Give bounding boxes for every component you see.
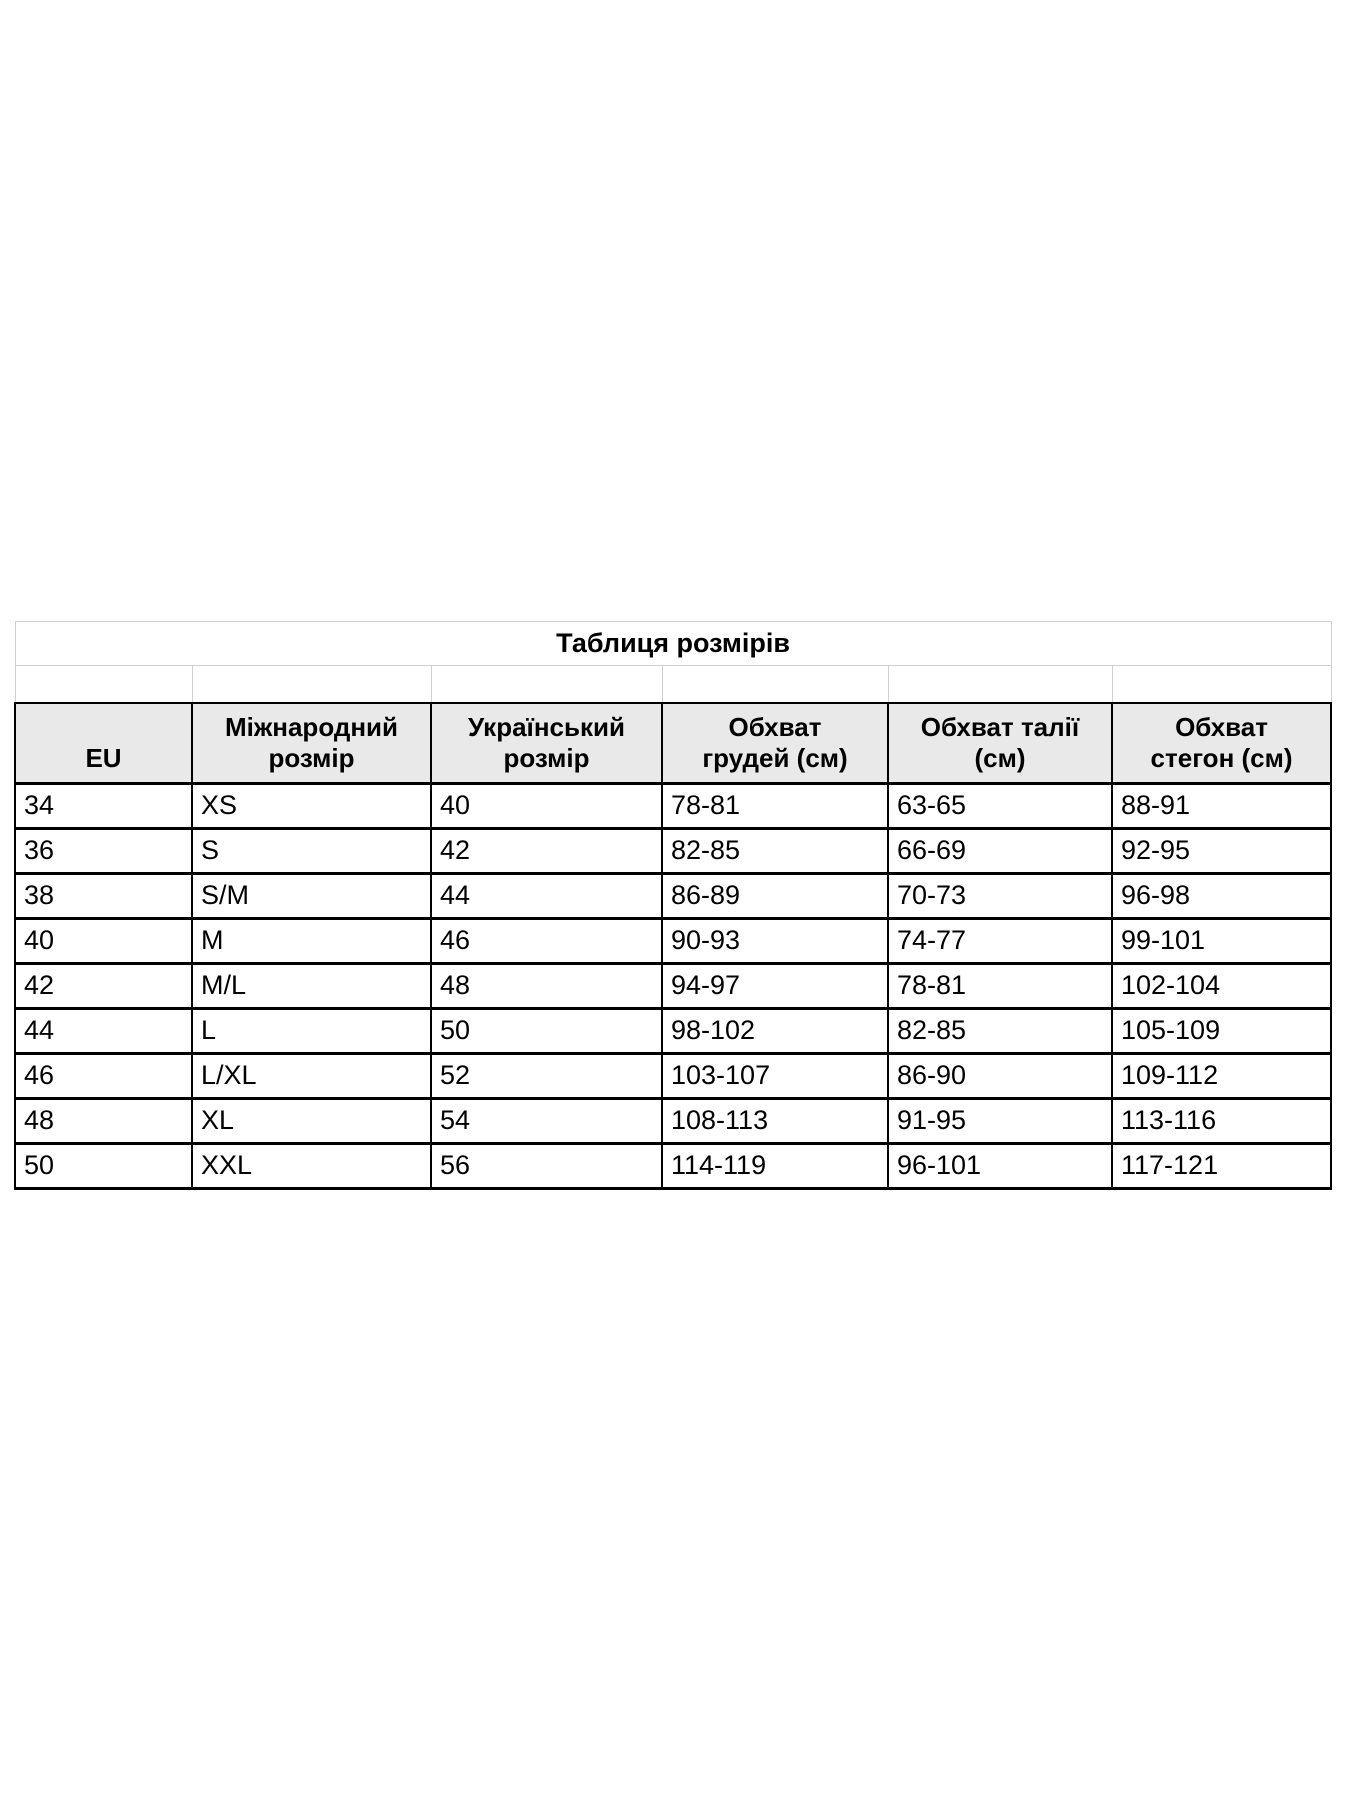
size-chart-table: Таблиця розмірів EU Міжнародний розмір У… xyxy=(14,621,1333,1191)
cell-waist: 70-73 xyxy=(887,872,1113,921)
cell-hips: 109-112 xyxy=(1110,1052,1333,1101)
cell-ukrainian-size: 52 xyxy=(430,1052,663,1101)
spacer-cell xyxy=(430,665,663,704)
cell-hips: 92-95 xyxy=(1110,827,1333,876)
table-row: 40 M 46 90-93 74-77 99-101 xyxy=(14,917,1333,966)
cell-chest: 86-89 xyxy=(661,872,889,921)
table-row: 50 XXL 56 114-119 96-101 117-121 xyxy=(14,1142,1333,1191)
cell-chest: 82-85 xyxy=(661,827,889,876)
cell-hips: 88-91 xyxy=(1110,782,1333,831)
cell-waist: 82-85 xyxy=(887,1007,1113,1056)
cell-chest: 103-107 xyxy=(661,1052,889,1101)
cell-eu: 48 xyxy=(14,1097,193,1146)
cell-international-size: XXL xyxy=(191,1142,432,1191)
cell-ukrainian-size: 44 xyxy=(430,872,663,921)
cell-eu: 50 xyxy=(14,1142,193,1191)
table-row: 48 XL 54 108-113 91-95 113-116 xyxy=(14,1097,1333,1146)
cell-international-size: L/XL xyxy=(191,1052,432,1101)
cell-hips: 99-101 xyxy=(1110,917,1333,966)
spacer-cell xyxy=(887,665,1113,704)
cell-waist: 78-81 xyxy=(887,962,1113,1011)
cell-eu: 34 xyxy=(14,782,193,831)
cell-hips: 105-109 xyxy=(1110,1007,1333,1056)
cell-hips: 117-121 xyxy=(1110,1142,1333,1191)
cell-eu: 46 xyxy=(14,1052,193,1101)
table-row: 46 L/XL 52 103-107 86-90 109-112 xyxy=(14,1052,1333,1101)
cell-hips: 96-98 xyxy=(1110,872,1333,921)
cell-hips: 102-104 xyxy=(1110,962,1333,1011)
table-row: 42 M/L 48 94-97 78-81 102-104 xyxy=(14,962,1333,1011)
cell-ukrainian-size: 54 xyxy=(430,1097,663,1146)
cell-eu: 40 xyxy=(14,917,193,966)
cell-waist: 86-90 xyxy=(887,1052,1113,1101)
cell-chest: 94-97 xyxy=(661,962,889,1011)
cell-chest: 90-93 xyxy=(661,917,889,966)
spacer-row xyxy=(14,665,1332,704)
cell-eu: 38 xyxy=(14,872,193,921)
cell-waist: 74-77 xyxy=(887,917,1113,966)
column-header-hips: Обхват стегон (см) xyxy=(1110,702,1333,786)
cell-eu: 44 xyxy=(14,1007,193,1056)
table-row: 34 XS 40 78-81 63-65 88-91 xyxy=(14,782,1333,831)
spacer-cell xyxy=(14,665,193,704)
cell-international-size: L xyxy=(191,1007,432,1056)
cell-ukrainian-size: 56 xyxy=(430,1142,663,1191)
table-title: Таблиця розмірів xyxy=(14,621,1332,666)
cell-international-size: S xyxy=(191,827,432,876)
column-header-ukrainian-size: Український розмір xyxy=(430,702,663,786)
table-row: 38 S/M 44 86-89 70-73 96-98 xyxy=(14,872,1333,921)
spacer-cell xyxy=(661,665,889,704)
cell-chest: 114-119 xyxy=(661,1142,889,1191)
cell-eu: 36 xyxy=(14,827,193,876)
cell-chest: 108-113 xyxy=(661,1097,889,1146)
column-header-eu: EU xyxy=(14,702,193,786)
title-row: Таблиця розмірів xyxy=(14,621,1332,666)
cell-chest: 98-102 xyxy=(661,1007,889,1056)
column-header-chest: Обхват грудей (см) xyxy=(661,702,889,786)
cell-international-size: XS xyxy=(191,782,432,831)
cell-ukrainian-size: 46 xyxy=(430,917,663,966)
cell-waist: 96-101 xyxy=(887,1142,1113,1191)
table-row: 36 S 42 82-85 66-69 92-95 xyxy=(14,827,1333,876)
column-header-waist: Обхват талії (см) xyxy=(887,702,1113,786)
spacer-cell xyxy=(191,665,432,704)
cell-ukrainian-size: 42 xyxy=(430,827,663,876)
cell-waist: 63-65 xyxy=(887,782,1113,831)
header-row: EU Міжнародний розмір Український розмір… xyxy=(14,702,1333,786)
cell-chest: 78-81 xyxy=(661,782,889,831)
cell-waist: 91-95 xyxy=(887,1097,1113,1146)
cell-ukrainian-size: 48 xyxy=(430,962,663,1011)
cell-international-size: M xyxy=(191,917,432,966)
cell-international-size: M/L xyxy=(191,962,432,1011)
cell-ukrainian-size: 50 xyxy=(430,1007,663,1056)
cell-hips: 113-116 xyxy=(1110,1097,1333,1146)
cell-international-size: XL xyxy=(191,1097,432,1146)
cell-eu: 42 xyxy=(14,962,193,1011)
cell-ukrainian-size: 40 xyxy=(430,782,663,831)
spacer-cell xyxy=(1111,665,1332,704)
table-row: 44 L 50 98-102 82-85 105-109 xyxy=(14,1007,1333,1056)
column-header-international-size: Міжнародний розмір xyxy=(191,702,432,786)
cell-waist: 66-69 xyxy=(887,827,1113,876)
cell-international-size: S/M xyxy=(191,872,432,921)
